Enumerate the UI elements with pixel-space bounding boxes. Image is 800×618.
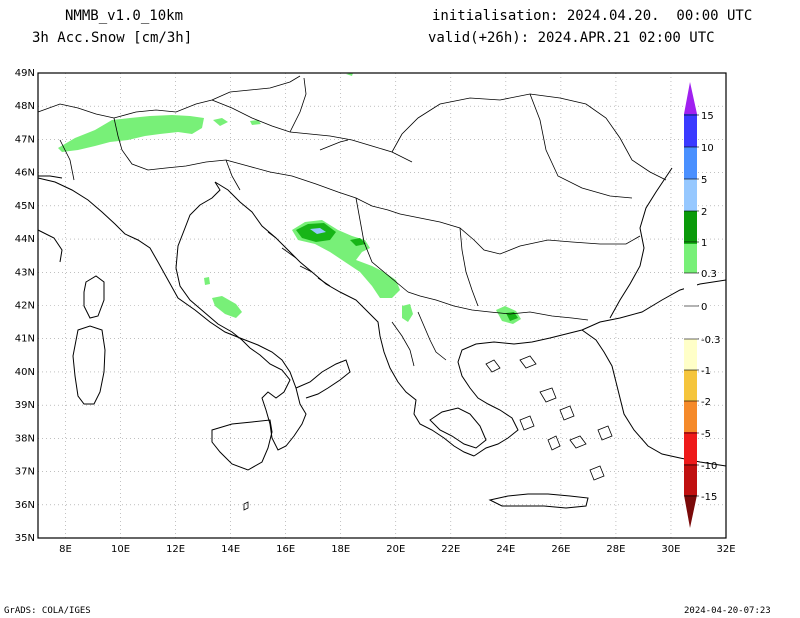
latitude-label: 45N [15,201,35,212]
longitude-label: 10E [111,544,130,555]
colorbar-label: -5 [701,429,711,440]
alps-snow-dot [250,120,261,125]
longitude-label: 14E [221,544,240,555]
latitude-tick-labels: 35N 36N 37N 38N 39N 40N 41N 42N 43N 44N 45N 46N 47N 4… [15,68,35,544]
colorbar-swatch-neg2 [684,401,697,432]
colorbar-label: 0.3 [701,269,717,280]
colorbar-top-arrow [684,82,697,114]
longitude-label: 8E [59,544,72,555]
latitude-label: 43N [15,267,35,278]
latitude-label: 40N [15,367,35,378]
longitude-label: 18E [331,544,350,555]
longitude-label: 22E [441,544,460,555]
colorbar-bottom-arrow [684,495,697,528]
longitude-label: 12E [166,544,185,555]
footer-software: GrADS: COLA/IGES [4,606,91,616]
colorbar-swatch-0.3 [684,244,697,273]
latitude-label: 38N [15,433,35,444]
colorbar-swatch-2 [684,211,697,242]
colorbar-label: 5 [701,175,707,186]
longitude-label: 26E [551,544,570,555]
islands [243,139,613,511]
colorbar-label: -1 [701,366,711,377]
latitude-label: 44N [15,234,35,245]
variable-label: 3h Acc.Snow [cm/3h] [32,30,193,46]
initialisation-time: initialisation: 2024.04.20. 00:00 UTC [432,8,753,24]
colorbar-label: -2 [701,397,711,408]
country-borders [37,75,667,367]
map-frame [37,72,727,539]
colorbar-swatch-neg1 [684,370,697,401]
latitude-label: 36N [15,500,35,511]
dinaric-snow-south [402,304,413,322]
longitude-label: 16E [276,544,295,555]
latitude-label: 49N [15,68,35,79]
latitude-label: 42N [15,301,35,312]
longitude-label: 32E [716,544,735,555]
latitude-label: 46N [15,168,35,179]
longitude-label: 24E [496,544,515,555]
latitude-label: 39N [15,400,35,411]
longitude-label: 20E [386,544,405,555]
latitude-label: 35N [15,533,35,544]
colorbar-swatch-neg5 [684,432,697,464]
colorbar-swatch-neg10 [684,464,697,495]
longitude-tick-labels: 8E 10E 12E 14E 16E 18E 20E 22E 24E 26E 28E 30E 32E [59,544,735,555]
footer-timestamp: 2024-04-20-07:23 [684,606,771,616]
apennine-snow-dot [204,277,210,285]
colorbar-swatch-neg0.3 [684,339,697,370]
valid-time: valid(+26h): 2024.APR.21 02:00 UTC [428,30,715,46]
colorbar-label: 0 [701,302,707,313]
longitude-label: 28E [606,544,625,555]
colorbar-swatch-10 [684,147,697,179]
apennine-snow-area [212,296,242,318]
colorbar-label: -0.3 [701,335,721,346]
latitude-label: 37N [15,467,35,478]
slovakia-snow-dot [346,73,353,76]
colorbar-label: 2 [701,207,707,218]
latitude-label: 41N [15,334,35,345]
dinaric-snow-core-2 [350,238,366,246]
longitude-label: 30E [661,544,680,555]
colorbar-label: -15 [701,492,717,503]
colorbar-swatch-5 [684,179,697,211]
coastlines [37,167,727,509]
colorbar: 15 10 5 2 1 0.3 0 -0.3 -1 -2 -5 -10 -15 [684,82,721,528]
alps-snow-area [58,115,204,152]
colorbar-label: -10 [701,461,717,472]
latitude-label: 48N [15,101,35,112]
dinaric-snow-max [310,228,326,234]
snow-areas [58,73,521,324]
model-name: NMMB_v1.0_10km [65,8,184,24]
colorbar-swatch-15 [684,114,697,147]
latitude-label: 47N [15,134,35,145]
alps-snow-patch [213,118,228,126]
colorbar-label: 1 [701,238,707,249]
colorbar-label: 15 [701,111,714,122]
colorbar-label: 10 [701,143,714,154]
